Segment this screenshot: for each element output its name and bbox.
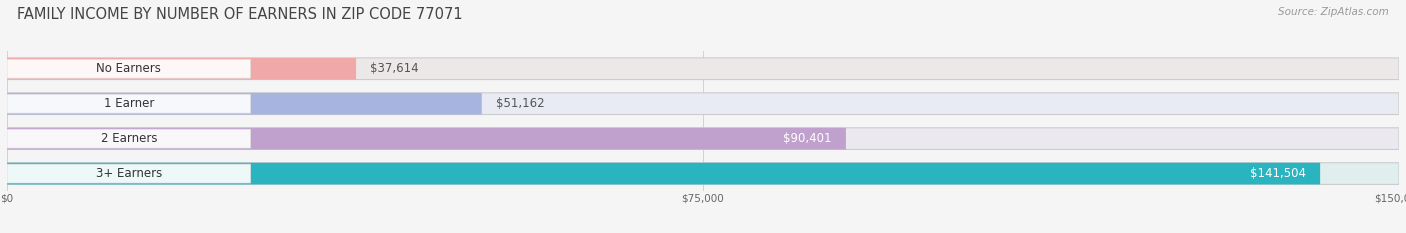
- Text: 1 Earner: 1 Earner: [104, 97, 155, 110]
- FancyBboxPatch shape: [7, 59, 250, 78]
- Text: $37,614: $37,614: [370, 62, 419, 75]
- FancyBboxPatch shape: [7, 58, 1399, 80]
- FancyBboxPatch shape: [7, 128, 846, 150]
- FancyBboxPatch shape: [7, 94, 250, 113]
- Text: $90,401: $90,401: [783, 132, 832, 145]
- Text: Source: ZipAtlas.com: Source: ZipAtlas.com: [1278, 7, 1389, 17]
- FancyBboxPatch shape: [7, 128, 1399, 150]
- FancyBboxPatch shape: [7, 163, 1320, 185]
- Text: $51,162: $51,162: [496, 97, 544, 110]
- FancyBboxPatch shape: [7, 163, 1399, 185]
- Text: 2 Earners: 2 Earners: [101, 132, 157, 145]
- Text: FAMILY INCOME BY NUMBER OF EARNERS IN ZIP CODE 77071: FAMILY INCOME BY NUMBER OF EARNERS IN ZI…: [17, 7, 463, 22]
- Text: $141,504: $141,504: [1250, 167, 1306, 180]
- FancyBboxPatch shape: [7, 93, 1399, 115]
- Text: No Earners: No Earners: [97, 62, 162, 75]
- FancyBboxPatch shape: [7, 93, 482, 115]
- FancyBboxPatch shape: [7, 164, 250, 183]
- FancyBboxPatch shape: [7, 129, 250, 148]
- FancyBboxPatch shape: [7, 58, 356, 80]
- Text: 3+ Earners: 3+ Earners: [96, 167, 162, 180]
